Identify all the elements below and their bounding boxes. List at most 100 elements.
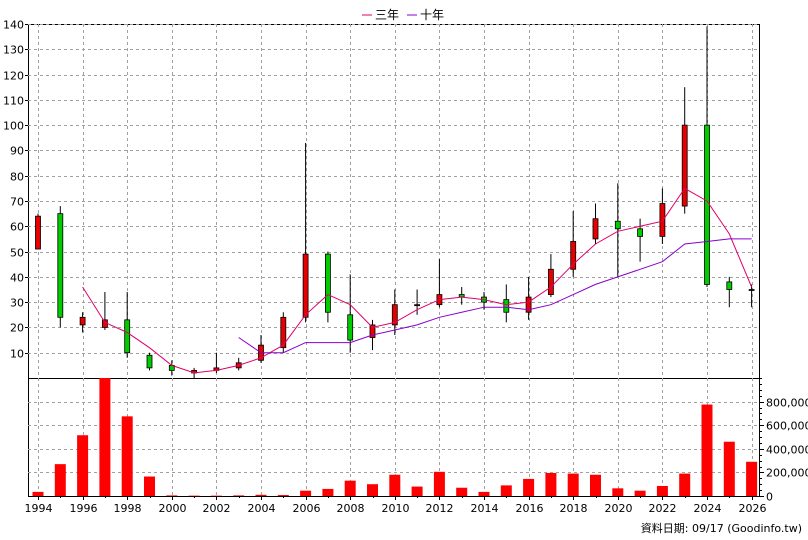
candle-body-up xyxy=(391,304,398,326)
volume-bar xyxy=(99,378,111,496)
legend: 三年 十年 xyxy=(362,8,444,22)
volume-bar xyxy=(77,435,89,496)
candle-body-up xyxy=(659,203,666,237)
candle-body-down xyxy=(614,220,621,230)
volume-bar xyxy=(389,474,401,496)
price-tick-label: 20 xyxy=(10,322,24,335)
price-tick-label: 10 xyxy=(10,348,24,361)
volume-bar xyxy=(433,471,445,496)
volume-bar xyxy=(144,476,155,496)
volume-bar xyxy=(54,464,66,496)
volume-tick-label: 800,000 xyxy=(766,397,808,410)
ma-line-10yr xyxy=(238,238,752,354)
volume-bar xyxy=(746,461,758,496)
volume-bar xyxy=(656,485,668,496)
price-tick-label: 120 xyxy=(3,70,24,83)
candle-body-up xyxy=(35,215,41,250)
volume-bar xyxy=(255,494,267,496)
volume-bars xyxy=(32,378,758,497)
candle-body-up xyxy=(748,289,755,291)
volume-bar xyxy=(478,491,490,496)
year-tick-label: 2004 xyxy=(248,502,276,515)
price-tick-label: 140 xyxy=(3,19,24,32)
price-tick-label: 80 xyxy=(10,171,24,184)
year-tick-label: 2006 xyxy=(293,502,321,515)
volume-bar xyxy=(612,488,624,496)
candle-body-down xyxy=(324,253,331,313)
candle-body-up xyxy=(548,268,554,295)
volume-bar xyxy=(166,495,178,496)
volume-bar xyxy=(188,495,200,497)
volume-bar xyxy=(322,488,334,496)
price-tick-label: 30 xyxy=(10,297,24,310)
year-tick-label: 2002 xyxy=(203,502,231,515)
grid-lines xyxy=(28,24,760,496)
year-tick-label: 1996 xyxy=(70,502,98,515)
candle-body-down xyxy=(57,213,64,318)
year-tick-label: 2012 xyxy=(426,502,454,515)
year-tick-label: 2000 xyxy=(159,502,187,515)
moving-average-lines xyxy=(82,187,753,374)
candle-body-down xyxy=(347,314,354,341)
candles xyxy=(35,26,755,378)
x-axis: 1994 1996 1998 2000 2002 2004 2006 2008 2010 2012… xyxy=(25,496,767,515)
volume-bar xyxy=(701,404,713,496)
data-date-footer: 資料日期: 09/17 (Goodinfo.tw) xyxy=(641,521,802,535)
volume-bar xyxy=(523,478,535,496)
year-tick-label: 2016 xyxy=(516,502,544,515)
year-tick-label: 2008 xyxy=(337,502,365,515)
candle-body-down xyxy=(704,124,710,285)
volume-bar xyxy=(344,480,356,496)
price-tick-label: 130 xyxy=(3,44,24,57)
volume-bar xyxy=(411,486,423,496)
volume-bar xyxy=(233,495,245,496)
volume-bar xyxy=(679,473,691,496)
volume-bar xyxy=(723,441,735,496)
candle-body-up xyxy=(525,296,532,313)
candle-body-up xyxy=(414,304,421,307)
volume-tick-label: 600,000 xyxy=(766,420,808,433)
volume-bar xyxy=(367,484,378,496)
price-axis: 10 20 30 40 50 60 70 80 90 100 110 120 130 140 xyxy=(3,19,28,361)
volume-tick-label: 400,000 xyxy=(766,444,808,457)
candle-body-down xyxy=(503,299,510,313)
price-tick-label: 70 xyxy=(10,196,24,209)
candle-body-down xyxy=(124,319,131,354)
price-tick-label: 100 xyxy=(3,120,24,133)
price-tick-label: 60 xyxy=(10,221,24,234)
volume-bar xyxy=(210,495,222,497)
legend-label-10yr: 十年 xyxy=(420,8,444,22)
volume-bar xyxy=(634,490,646,496)
year-tick-label: 2024 xyxy=(694,502,722,515)
year-tick-label: 2010 xyxy=(382,502,410,515)
candle-body-up xyxy=(302,253,309,318)
volume-bar xyxy=(545,472,557,496)
year-tick-label: 2026 xyxy=(739,502,767,515)
volume-bar xyxy=(500,485,512,496)
legend-label-3yr: 三年 xyxy=(375,8,399,22)
price-tick-label: 90 xyxy=(10,145,24,158)
candle-body-up xyxy=(592,218,599,240)
volume-bar xyxy=(567,473,579,496)
candle-body-down xyxy=(637,228,643,237)
volume-bar xyxy=(590,474,601,496)
candle-body-down xyxy=(146,354,153,369)
year-tick-label: 2018 xyxy=(560,502,588,515)
volume-tick-label: 200,000 xyxy=(766,467,808,480)
year-tick-label: 2022 xyxy=(649,502,677,515)
candle-body-up xyxy=(369,324,376,338)
year-tick-label: 2020 xyxy=(605,502,633,515)
candle-body-up xyxy=(79,316,86,326)
volume-bar xyxy=(300,490,312,496)
candle-body-up xyxy=(681,124,688,207)
volume-tick-label: 0 xyxy=(766,491,773,504)
volume-bar xyxy=(121,416,133,496)
price-tick-label: 110 xyxy=(3,95,24,108)
year-tick-label: 1994 xyxy=(25,502,53,515)
volume-bar xyxy=(277,495,289,496)
candle-body-down xyxy=(726,281,733,290)
year-tick-label: 2014 xyxy=(471,502,499,515)
volume-axis: 0 200,000 400,000 600,000 800,000 xyxy=(760,378,808,504)
volume-bar xyxy=(32,491,44,496)
